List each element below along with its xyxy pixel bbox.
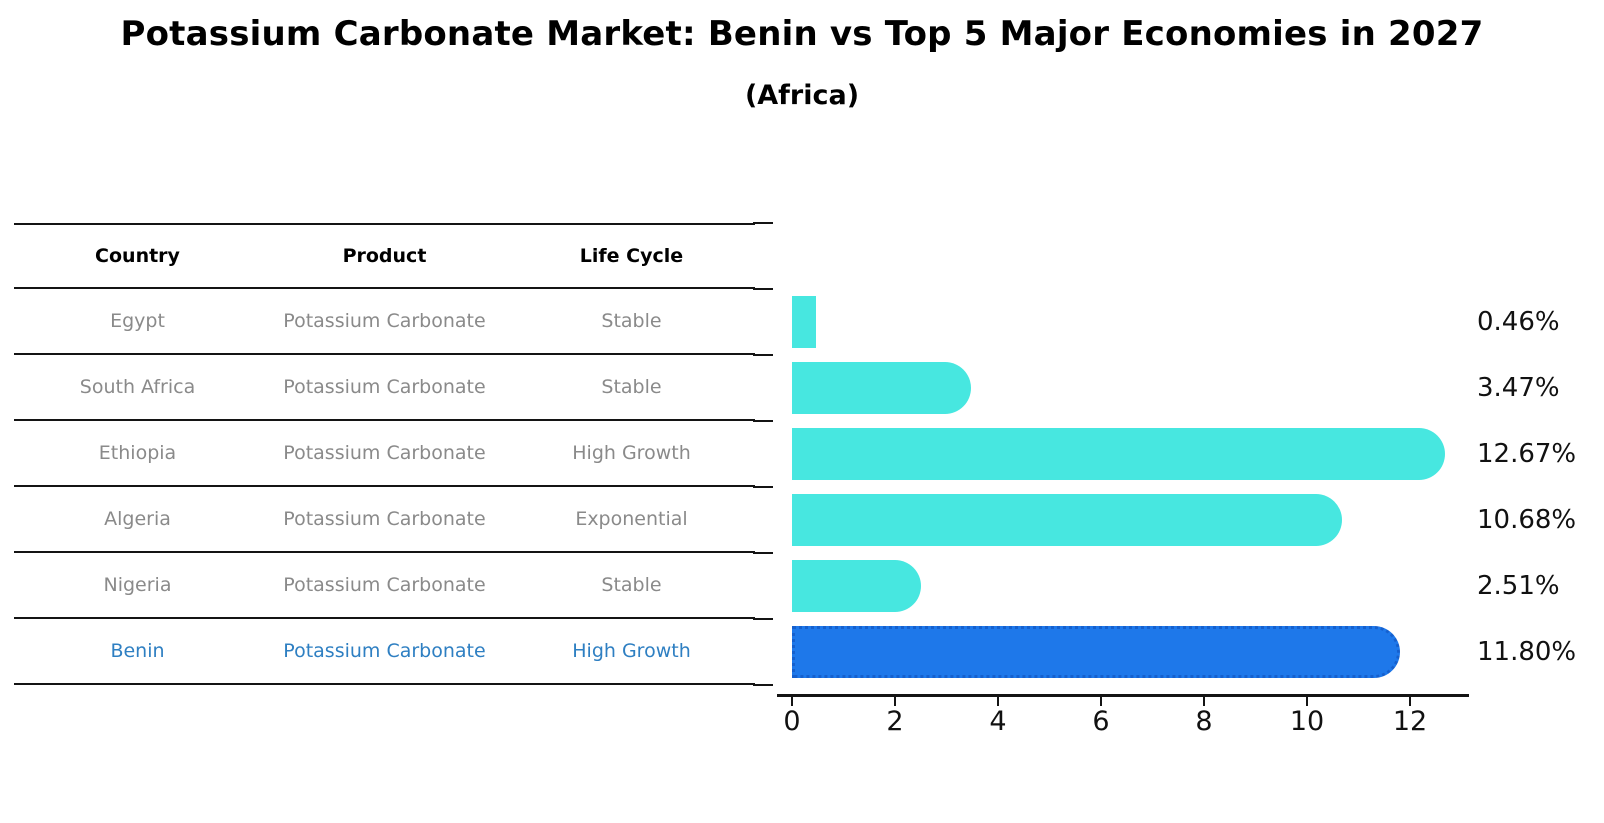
x-axis-tick bbox=[1100, 697, 1102, 706]
bar-nigeria bbox=[792, 560, 922, 612]
x-axis-tick bbox=[1306, 697, 1308, 706]
column-header-life-cycle: Life Cycle bbox=[579, 245, 684, 267]
chart-title: Potassium Carbonate Market: Benin vs Top… bbox=[120, 14, 1484, 54]
table-row-egypt: Egypt Potassium Carbonate Stable bbox=[14, 289, 755, 355]
table-row-south-africa: South Africa Potassium Carbonate Stable bbox=[14, 355, 755, 421]
cell-product: Potassium Carbonate bbox=[283, 310, 486, 332]
y-axis-tick bbox=[753, 354, 773, 356]
x-axis-tick-label: 0 bbox=[783, 706, 801, 737]
cell-life-cycle: Stable bbox=[601, 310, 662, 332]
bar-value-labels: 0.46% 3.47% 12.67% 10.68% 2.51% 11.80% bbox=[1477, 289, 1602, 689]
cell-product: Potassium Carbonate bbox=[283, 640, 486, 662]
cell-life-cycle: Stable bbox=[601, 574, 662, 596]
bar-south-africa bbox=[792, 362, 971, 414]
comparison-table: Country Product Life Cycle Egypt Potassi… bbox=[14, 223, 755, 685]
y-axis-tick bbox=[753, 618, 773, 620]
bar-egypt bbox=[792, 296, 816, 348]
cell-product: Potassium Carbonate bbox=[283, 508, 486, 530]
cell-product: Potassium Carbonate bbox=[283, 376, 486, 398]
cell-life-cycle: High Growth bbox=[572, 442, 691, 464]
x-axis-tick bbox=[791, 697, 793, 706]
x-axis-tick bbox=[997, 697, 999, 706]
chart-subtitle: (Africa) bbox=[744, 80, 860, 111]
x-axis-tick bbox=[1203, 697, 1205, 706]
column-header-country: Country bbox=[95, 245, 180, 267]
x-axis-tick bbox=[894, 697, 896, 706]
y-axis-tick bbox=[753, 486, 773, 488]
x-axis-tick-label: 10 bbox=[1289, 706, 1325, 737]
cell-country: Nigeria bbox=[103, 574, 172, 596]
cell-life-cycle: Stable bbox=[601, 376, 662, 398]
bar-value-label: 3.47% bbox=[1477, 373, 1560, 403]
y-axis-tick bbox=[753, 684, 773, 686]
cell-country: Benin bbox=[110, 640, 165, 662]
bar-value-label: 10.68% bbox=[1477, 505, 1577, 535]
table-row-nigeria: Nigeria Potassium Carbonate Stable bbox=[14, 553, 755, 619]
x-axis-tick-label: 4 bbox=[989, 706, 1007, 737]
bar-algeria bbox=[792, 494, 1343, 546]
bar-value-label: 2.51% bbox=[1477, 571, 1560, 601]
cell-life-cycle: Exponential bbox=[575, 508, 688, 530]
x-axis-tick-label: 8 bbox=[1195, 706, 1213, 737]
table-row-algeria: Algeria Potassium Carbonate Exponential bbox=[14, 487, 755, 553]
x-axis-tick bbox=[1409, 697, 1411, 706]
bar-chart: 0 2 4 6 8 10 12 bbox=[753, 222, 1469, 759]
x-axis-tick-label: 6 bbox=[1092, 706, 1110, 737]
cell-product: Potassium Carbonate bbox=[283, 574, 486, 596]
bar-benin bbox=[792, 626, 1400, 678]
table-row-benin: Benin Potassium Carbonate High Growth bbox=[14, 619, 755, 685]
cell-life-cycle: High Growth bbox=[572, 640, 691, 662]
cell-country: Algeria bbox=[104, 508, 171, 530]
y-axis-tick bbox=[753, 420, 773, 422]
table-header-row: Country Product Life Cycle bbox=[14, 223, 755, 289]
y-axis-tick bbox=[753, 288, 773, 290]
x-axis-tick-label: 12 bbox=[1392, 706, 1428, 737]
x-axis-line bbox=[777, 694, 1469, 697]
y-axis-tick bbox=[753, 222, 773, 224]
bar-value-label: 12.67% bbox=[1477, 439, 1577, 469]
cell-country: South Africa bbox=[79, 376, 196, 398]
y-axis-tick bbox=[753, 552, 773, 554]
bar-value-label: 11.80% bbox=[1477, 637, 1577, 667]
bar-value-label: 0.46% bbox=[1477, 307, 1560, 337]
cell-country: Egypt bbox=[110, 310, 165, 332]
table-row-ethiopia: Ethiopia Potassium Carbonate High Growth bbox=[14, 421, 755, 487]
column-header-product: Product bbox=[342, 245, 427, 267]
x-axis-tick-label: 2 bbox=[886, 706, 904, 737]
bar-ethiopia bbox=[792, 428, 1445, 480]
cell-country: Ethiopia bbox=[98, 442, 177, 464]
cell-product: Potassium Carbonate bbox=[283, 442, 486, 464]
